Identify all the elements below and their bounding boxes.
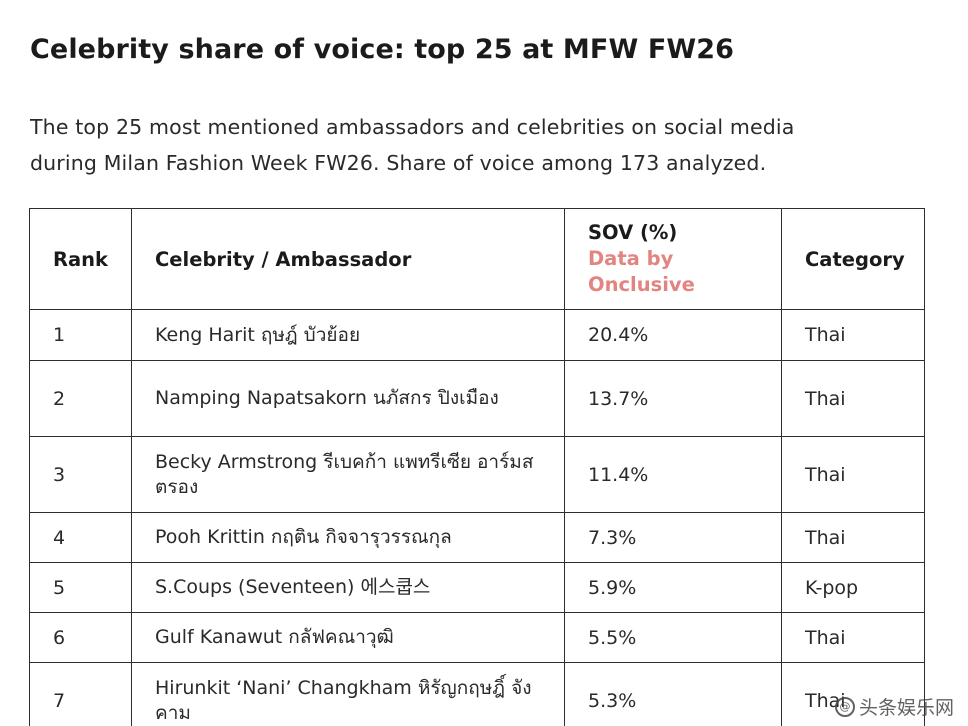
page-subtitle: The top 25 most mentioned ambassadors an… [30, 109, 930, 181]
cell-category: Thai [781, 436, 925, 513]
header-name: Celebrity / Ambassador [131, 208, 565, 310]
header-category: Category [781, 208, 925, 310]
table-row: 5 S.Coups (Seventeen) 에스쿱스 5.9% K-pop [29, 562, 925, 613]
sov-table: Rank Celebrity / Ambassador SOV (%) Data… [29, 208, 925, 726]
cell-name: Pooh Krittin กฤติน กิจจารุวรรณกุล [131, 512, 565, 563]
watermark-at-icon: @ [834, 696, 855, 717]
watermark: @ 头条娱乐网 [834, 693, 954, 720]
cell-rank: 7 [29, 662, 132, 726]
cell-rank: 6 [29, 612, 132, 663]
cell-category: K-pop [781, 562, 925, 613]
table-row: 7 Hirunkit ‘Nani’ Changkham หิรัญกฤษฎิ์ … [29, 662, 925, 726]
header-sov-source-1: Data by [588, 247, 674, 270]
subtitle-line-1: The top 25 most mentioned ambassadors an… [30, 115, 795, 139]
cell-rank: 4 [29, 512, 132, 563]
table-row: 4 Pooh Krittin กฤติน กิจจารุวรรณกุล 7.3%… [29, 512, 925, 563]
sov-table-container: Rank Celebrity / Ambassador SOV (%) Data… [29, 208, 925, 726]
page-title: Celebrity share of voice: top 25 at MFW … [30, 34, 735, 65]
cell-sov: 11.4% [564, 436, 782, 513]
cell-sov: 13.7% [564, 360, 782, 437]
cell-sov: 5.3% [564, 662, 782, 726]
cell-category: Thai [781, 512, 925, 563]
cell-name: Gulf Kanawut กลัฟคณาวุฒิ [131, 612, 565, 663]
cell-name: S.Coups (Seventeen) 에스쿱스 [131, 562, 565, 613]
cell-name: Becky Armstrong รีเบคก้า แพทรีเซีย อาร์ม… [131, 436, 565, 513]
cell-rank: 2 [29, 360, 132, 437]
cell-category: Thai [781, 309, 925, 361]
header-sov-source-2: Onclusive [588, 273, 695, 296]
header-rank: Rank [29, 208, 132, 310]
cell-name: Namping Napatsakorn นภัสกร ปิงเมือง [131, 360, 565, 437]
cell-rank: 3 [29, 436, 132, 513]
table-header-row: Rank Celebrity / Ambassador SOV (%) Data… [29, 208, 925, 310]
cell-rank: 1 [29, 309, 132, 361]
table-row: 3 Becky Armstrong รีเบคก้า แพทรีเซีย อาร… [29, 436, 925, 513]
cell-name: Hirunkit ‘Nani’ Changkham หิรัญกฤษฎิ์ จั… [131, 662, 565, 726]
table-row: 1 Keng Harit ฤษฎ์ บัวย้อย 20.4% Thai [29, 309, 925, 361]
cell-category: Thai [781, 360, 925, 437]
header-sov: SOV (%) Data by Onclusive [564, 208, 782, 310]
subtitle-line-2: during Milan Fashion Week FW26. Share of… [30, 151, 767, 175]
watermark-text: 头条娱乐网 [858, 697, 954, 719]
table-row: 6 Gulf Kanawut กลัฟคณาวุฒิ 5.5% Thai [29, 612, 925, 663]
cell-category: Thai [781, 612, 925, 663]
cell-rank: 5 [29, 562, 132, 613]
cell-name: Keng Harit ฤษฎ์ บัวย้อย [131, 309, 565, 361]
header-sov-label: SOV (%) [588, 221, 678, 244]
table-row: 2 Namping Napatsakorn นภัสกร ปิงเมือง 13… [29, 360, 925, 437]
cell-sov: 7.3% [564, 512, 782, 563]
cell-sov: 5.9% [564, 562, 782, 613]
cell-sov: 5.5% [564, 612, 782, 663]
cell-sov: 20.4% [564, 309, 782, 361]
